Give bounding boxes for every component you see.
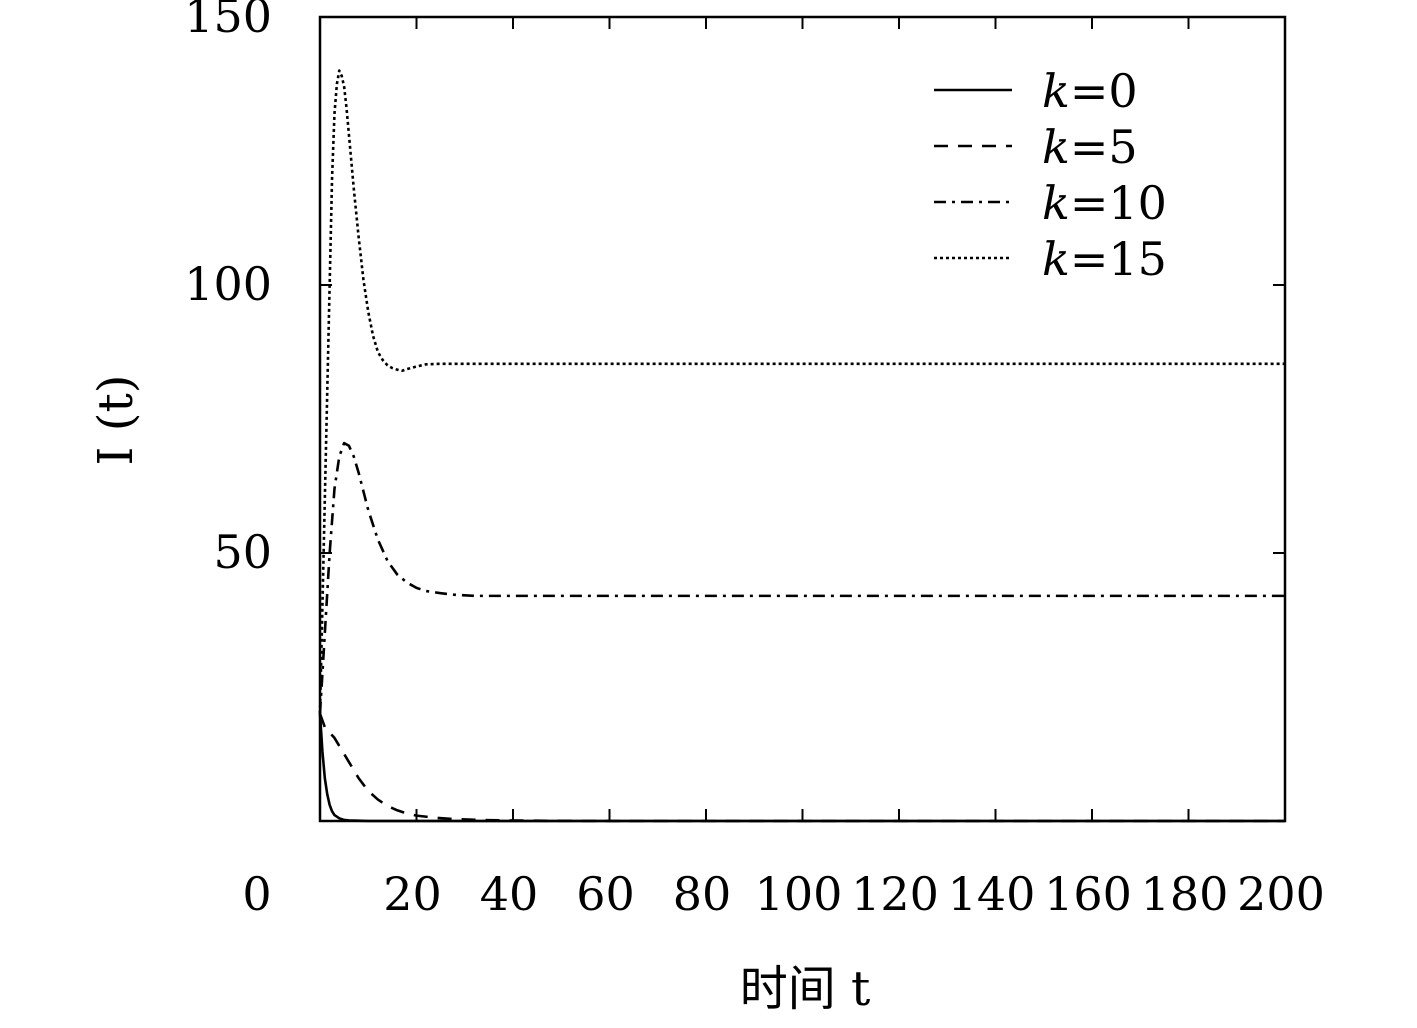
x-tick-label: 20 bbox=[383, 867, 442, 921]
series-line-3 bbox=[318, 69, 1285, 714]
series-line-2 bbox=[318, 441, 1285, 714]
x-tick-label: 160 bbox=[1044, 867, 1132, 921]
x-tick-label: 100 bbox=[755, 867, 843, 921]
legend-value: =15 bbox=[1070, 232, 1167, 286]
series-lines bbox=[318, 69, 1285, 823]
legend-variable: k bbox=[1042, 64, 1070, 118]
x-tick-label: 0 bbox=[242, 867, 271, 921]
legend: k=0k=5k=10k=15 bbox=[934, 64, 1167, 286]
x-axis-label-text: 时间 t bbox=[740, 961, 871, 1017]
legend-value: =5 bbox=[1070, 120, 1138, 174]
legend-variable: k bbox=[1042, 176, 1070, 230]
y-axis-label: I (t) bbox=[88, 375, 144, 466]
legend-label: k=5 bbox=[1042, 120, 1138, 174]
x-tick-label: 60 bbox=[576, 867, 635, 921]
legend-value: =10 bbox=[1070, 176, 1167, 230]
legend-variable: k bbox=[1042, 120, 1070, 174]
legend-variable: k bbox=[1042, 232, 1070, 286]
y-tick-label: 50 bbox=[213, 525, 272, 579]
x-tick-label: 120 bbox=[851, 867, 939, 921]
series-line-1 bbox=[318, 713, 1285, 823]
legend-label: k=10 bbox=[1042, 176, 1167, 230]
y-axis-label-text: I (t) bbox=[88, 375, 144, 466]
y-tick-label: 150 bbox=[184, 0, 272, 43]
x-tick-label: 140 bbox=[948, 867, 1036, 921]
x-tick-label: 80 bbox=[673, 867, 732, 921]
y-tick-label: 100 bbox=[184, 257, 272, 311]
x-tick-label: 40 bbox=[480, 867, 539, 921]
legend-label: k=15 bbox=[1042, 232, 1167, 286]
x-axis-label: 时间 t bbox=[740, 961, 871, 1017]
plot-frame bbox=[318, 15, 1287, 823]
legend-value: =0 bbox=[1070, 64, 1138, 118]
legend-label: k=0 bbox=[1042, 64, 1138, 118]
x-tick-label: 200 bbox=[1237, 867, 1325, 921]
axis-ticks bbox=[320, 17, 1285, 821]
x-tick-label: 180 bbox=[1141, 867, 1229, 921]
series-line-0 bbox=[318, 713, 1285, 823]
